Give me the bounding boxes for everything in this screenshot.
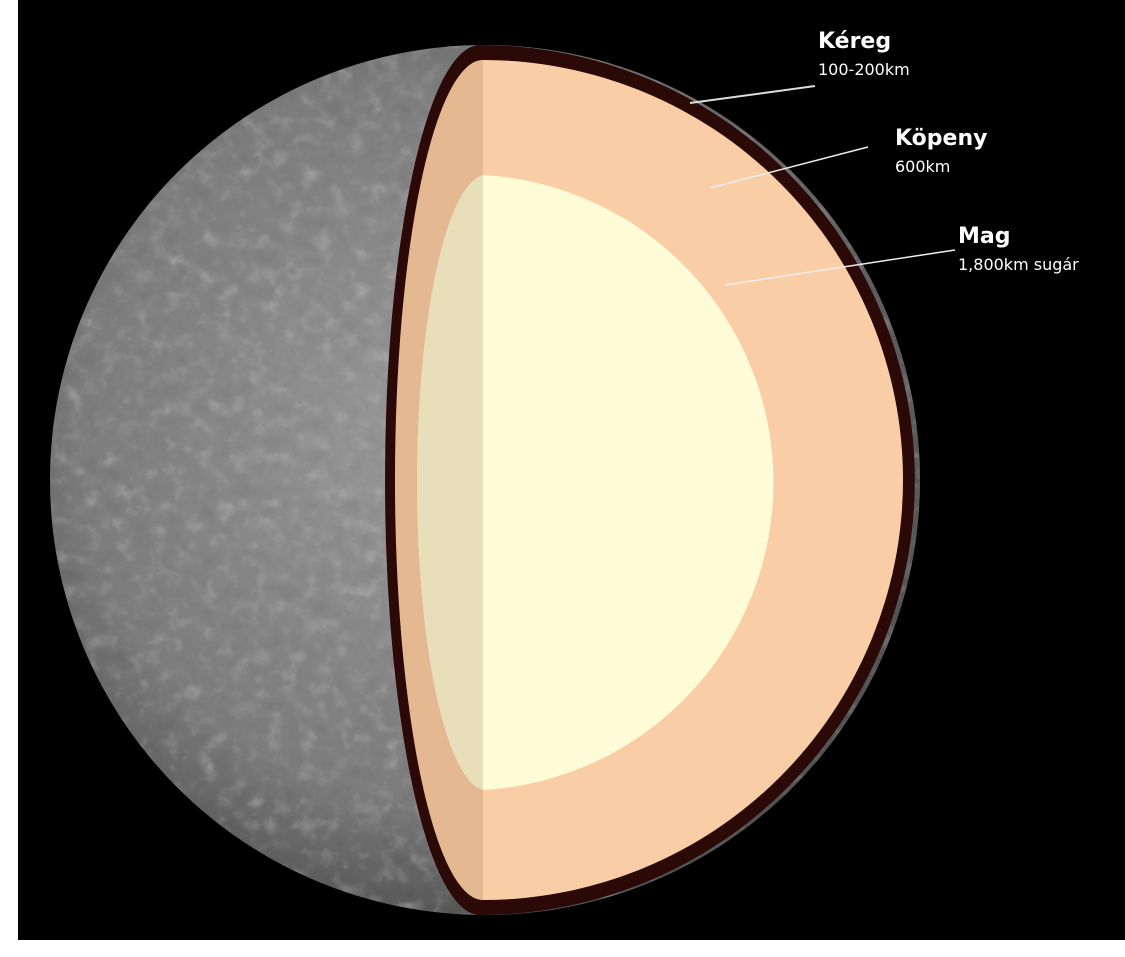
layer-detail: 100-200km [818,60,910,79]
layer-detail: 1,800km sugár [958,255,1079,274]
leader-line [709,146,869,189]
layer-name: Kéreg [818,29,891,54]
shade [395,60,483,900]
layer-name: Köpeny [895,126,987,151]
layer-name: Mag [958,224,1011,249]
core [416,175,774,790]
shade-overlay [395,60,483,900]
leader-line [724,249,956,286]
leader-line [689,85,816,104]
layer-detail: 600km [895,157,950,176]
